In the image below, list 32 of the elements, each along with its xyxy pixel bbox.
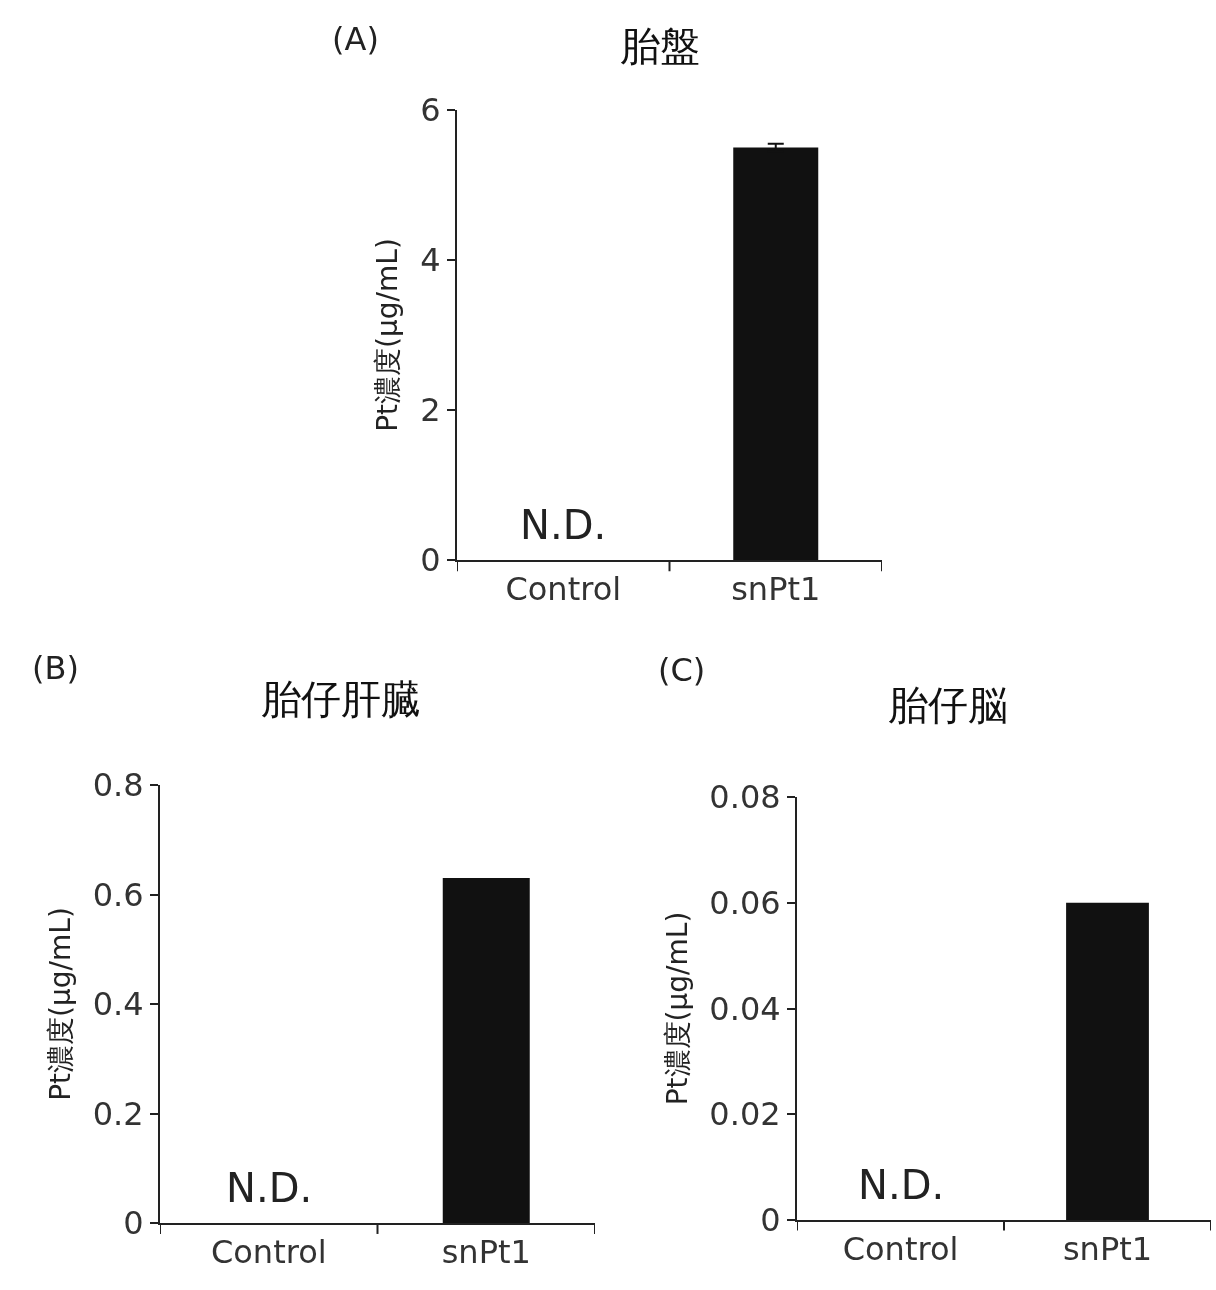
annotation: N.D.: [520, 502, 607, 548]
y-axis-title: Pt濃度(μg/mL): [371, 238, 405, 432]
annotation: N.D.: [858, 1162, 945, 1208]
text: (B): [32, 649, 79, 687]
y-tick-label: 0.02: [709, 1095, 781, 1134]
text: (A): [332, 20, 379, 58]
y-tick-label: 0.6: [92, 875, 144, 914]
text: (C): [658, 651, 706, 689]
y-tick-label: 0: [420, 541, 441, 580]
x-tick-label: Control: [505, 570, 622, 609]
y-tick-label: 0.2: [92, 1094, 144, 1133]
y-tick-label: 0.04: [709, 989, 781, 1028]
y-tick-label: 0.06: [709, 883, 781, 922]
annotation: N.D.: [226, 1165, 313, 1211]
y-tick-label: 0: [123, 1204, 144, 1243]
chart-title: 胎仔肝臓: [261, 675, 421, 722]
x-tick-label: snPt1: [731, 570, 821, 609]
y-axis-title: Pt濃度(μg/mL): [43, 907, 77, 1101]
x-tick-label: snPt1: [1062, 1230, 1153, 1269]
x-tick-label: snPt1: [441, 1233, 531, 1272]
chart-title: 胎仔脳: [887, 681, 1008, 728]
y-tick-label: 6: [420, 91, 441, 130]
y-axis-title: Pt濃度(μg/mL): [660, 911, 694, 1106]
y-tick-label: 0: [760, 1201, 781, 1240]
chart-title: 胎盤: [620, 23, 700, 69]
y-tick-label: 2: [420, 391, 441, 430]
x-tick-label: Control: [842, 1230, 959, 1269]
y-tick-label: 0.08: [709, 778, 781, 817]
y-tick-label: 0.4: [92, 985, 144, 1024]
y-tick-label: 4: [420, 241, 441, 280]
y-tick-label: 0.8: [92, 766, 144, 805]
x-tick-label: Control: [210, 1233, 327, 1272]
